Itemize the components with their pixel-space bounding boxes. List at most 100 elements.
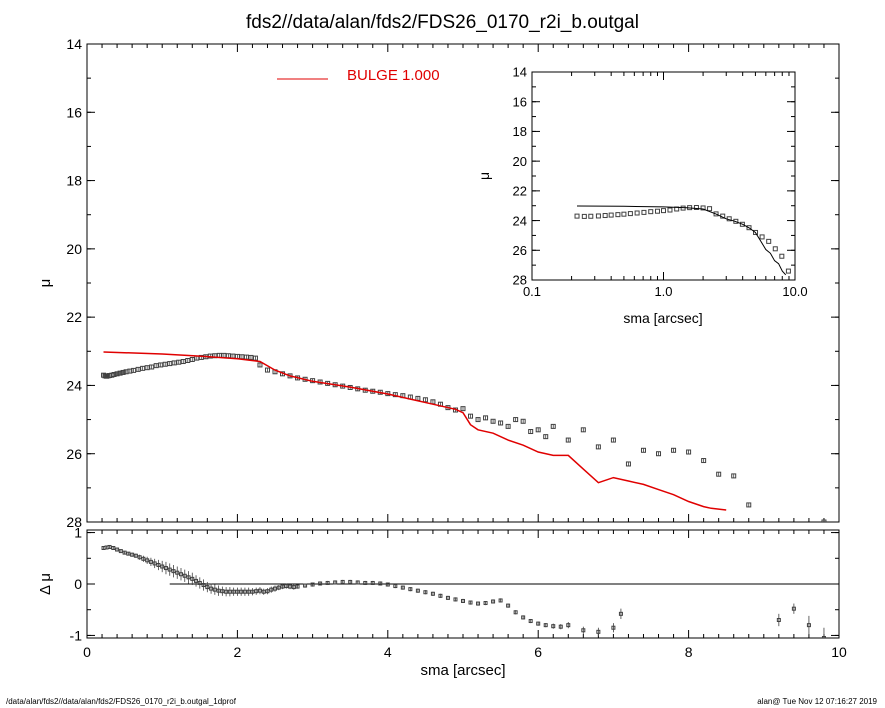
data-point [776,618,781,622]
data-point [197,580,202,585]
data-point [550,423,556,429]
y-axis-title: Δ μ [37,573,54,595]
data-point [627,211,633,217]
data-point [355,580,360,585]
data-point [753,229,759,235]
data-point [746,502,752,508]
data-point [160,564,165,569]
footer-file-path: /data/alan/fds2//data/alan/fds2/FDS26_01… [6,697,236,706]
data-point [543,623,548,628]
data-point [378,581,383,586]
data-point [460,406,466,412]
data-point [280,584,285,589]
main-data [101,351,827,522]
data-point [158,362,164,368]
data-point [595,444,601,450]
y-tick-label: -1 [70,627,83,643]
data-point [171,360,177,366]
data-point [423,590,428,595]
data-point [179,572,183,577]
data-point [131,367,137,373]
data-point [693,204,699,210]
x-tick-label: 10.0 [782,284,807,299]
data-point [303,583,308,588]
panel-residual [86,529,840,639]
data-point [144,365,150,371]
data-point [483,601,488,606]
data-point [209,586,214,591]
data-point [498,598,503,603]
data-point [498,420,504,426]
data-point [716,471,722,477]
x-tick-label: 0 [83,644,91,660]
x-tick-label: 10 [831,644,847,660]
data-point [602,213,608,219]
data-point [261,589,266,594]
data-point [273,586,277,591]
y-tick-label: 24 [66,377,82,393]
data-point [513,610,518,615]
data-point [468,413,474,419]
data-point [520,418,526,424]
data-point [543,434,549,440]
data-point [370,580,375,585]
data-point [175,570,180,575]
data-point [608,212,614,218]
data-point [731,473,737,479]
data-point [284,584,289,589]
data-point [558,624,563,629]
data-point [186,575,191,580]
data-point [648,209,654,215]
data-point [566,623,571,628]
data-point [536,621,541,626]
data-point [596,629,601,634]
data-point [107,544,112,549]
data-point [194,578,199,583]
data-point [224,589,229,594]
data-point [205,585,210,590]
bulge-model-line [103,351,727,511]
data-point [248,354,254,360]
data-point [133,553,138,558]
data-point [254,589,259,594]
data-point [475,417,481,423]
data-point [535,427,541,433]
data-point [153,363,159,369]
data-point [461,598,465,603]
x-tick-label: 1.0 [654,284,672,299]
data-point [615,212,621,218]
residual-data [101,544,826,638]
data-point [145,558,150,563]
data-point [595,213,601,219]
data-point [257,362,263,368]
data-point [180,359,186,365]
data-point [291,585,296,590]
data-point [513,417,519,423]
data-point [288,584,293,589]
data-point [114,371,120,377]
inset-data [574,204,791,276]
data-point [118,549,123,554]
data-point [198,354,204,360]
data-point [162,361,168,367]
data-point [453,597,458,602]
data-point [772,246,778,252]
data-point [363,580,368,585]
y-tick-label: 28 [66,514,82,530]
y-tick-label: 20 [66,241,82,257]
data-point [152,561,157,566]
data-point [140,365,146,371]
data-point [521,615,526,620]
data-point [476,601,481,606]
data-point [137,555,142,560]
data-point [182,573,187,578]
data-point [661,208,666,214]
data-point [438,593,443,598]
footer-timestamp: alan@ Tue Nov 12 07:16:27 2019 [757,697,877,706]
data-point [120,369,126,375]
data-point [171,569,176,574]
data-point [325,580,330,585]
data-point [505,423,511,429]
data-point [528,619,533,624]
